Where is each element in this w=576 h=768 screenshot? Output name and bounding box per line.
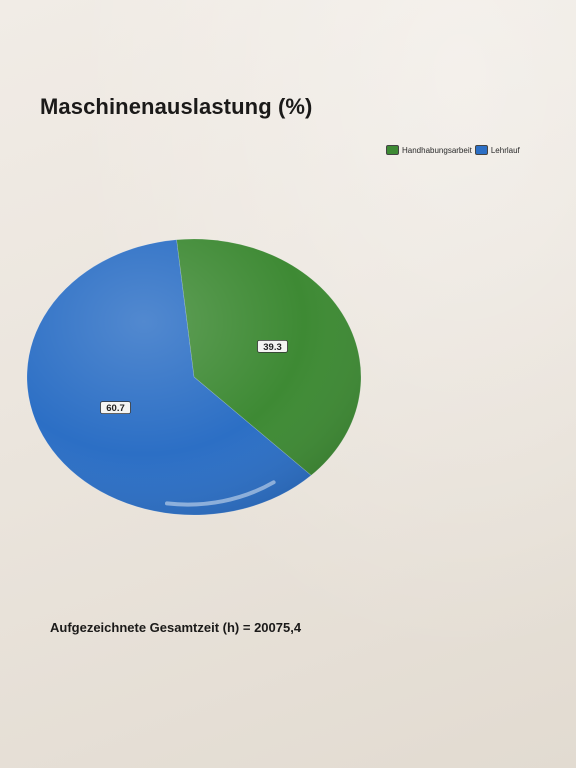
pie-label-box — [257, 339, 288, 353]
legend-item-handhabungsarbeit: Handhabungsarbeit — [386, 145, 472, 155]
pie-data-labels: 39.3 60.7 — [100, 339, 288, 415]
pie-label-lehrlauf: 60.7 — [100, 401, 131, 415]
legend-label-lehrlauf: Lehrlauf — [490, 145, 520, 155]
chart-title: Maschinenauslastung (%) — [40, 94, 313, 119]
legend-item-lehrlauf: Lehrlauf — [474, 145, 520, 155]
legend-swatch-handhabungsarbeit — [386, 145, 399, 155]
pie-label-box — [100, 401, 131, 415]
pie-label-text: 39.3 — [263, 342, 282, 353]
pie-label-handhabungsarbeit: 39.3 — [257, 339, 288, 353]
legend-swatch-lehrlauf — [474, 145, 488, 155]
chart-legend: Handhabungsarbeit Lehrlauf — [386, 145, 523, 155]
pie-rim-highlight — [165, 480, 276, 507]
pie-slices — [26, 238, 362, 516]
legend-label-handhabungsarbeit: Handhabungsarbeit — [402, 145, 472, 155]
total-recorded-time: Aufgezeichnete Gesamtzeit (h) = 20075,4 — [50, 620, 302, 635]
pie-label-text: 60.7 — [106, 403, 125, 414]
